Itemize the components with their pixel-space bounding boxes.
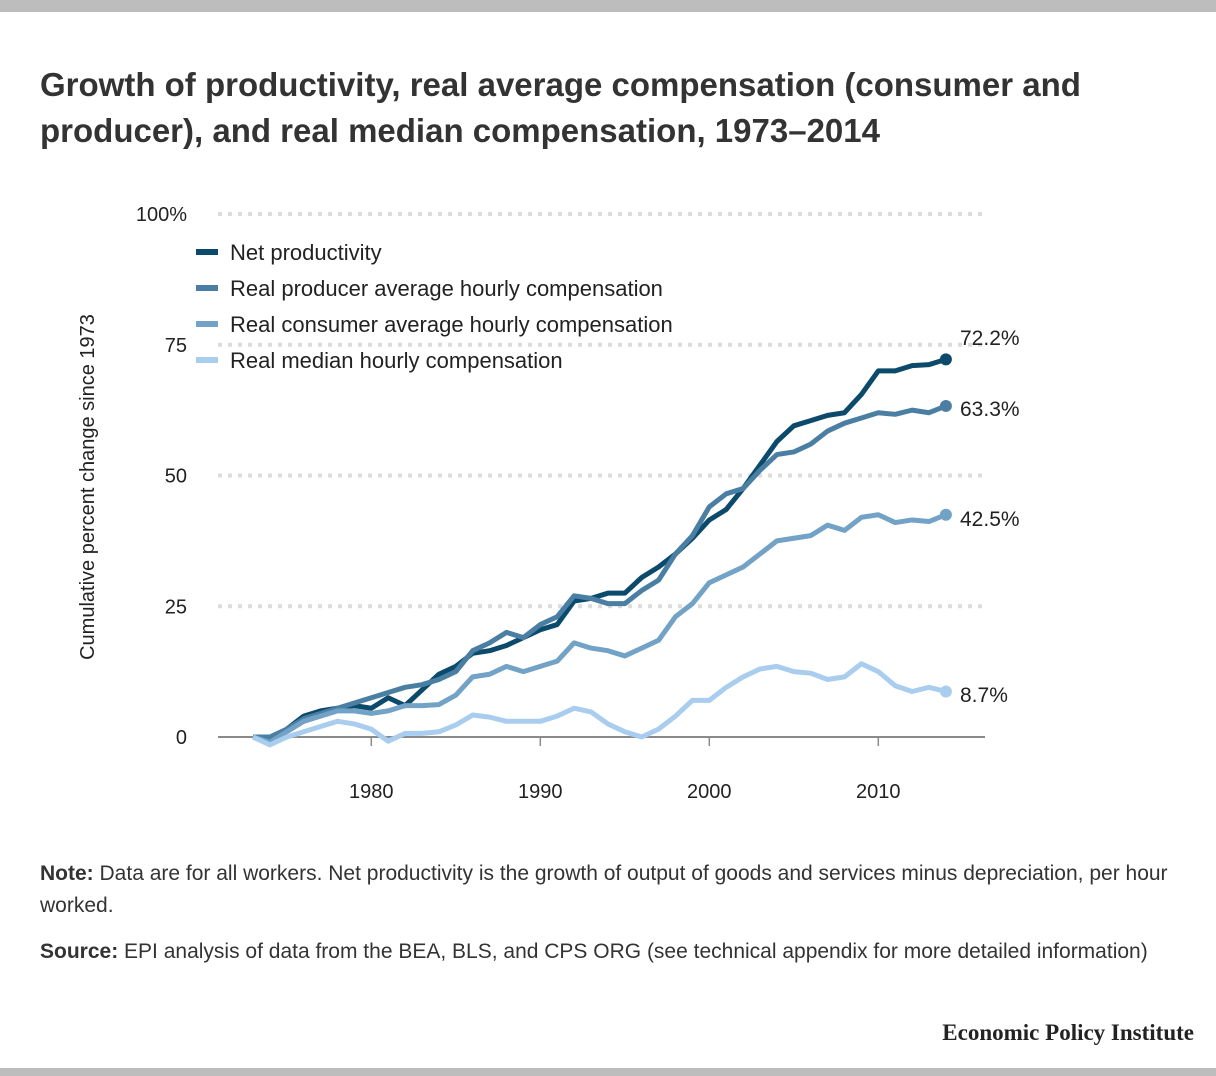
source: Source: EPI analysis of data from the BE… xyxy=(40,936,1170,968)
end-value-label: 42.5% xyxy=(960,508,1020,531)
series-line xyxy=(252,512,947,745)
legend-entry: Real producer average hourly compensatio… xyxy=(230,276,663,301)
y-tick-label: 50 xyxy=(165,466,187,488)
y-tick-label: 75 xyxy=(165,335,187,357)
y-tick-label: 0 xyxy=(176,727,187,749)
end-value-label: 63.3% xyxy=(960,398,1020,421)
brand-logo: Economic Policy Institute xyxy=(942,1020,1194,1045)
note-label: Note: xyxy=(40,862,94,885)
legend-entry: Real consumer average hourly compensatio… xyxy=(230,312,673,337)
end-value-label: 8.7% xyxy=(960,684,1008,707)
y-axis-label: Cumulative percent change since 1973 xyxy=(77,314,99,660)
series-end-point xyxy=(939,353,952,366)
series-line xyxy=(252,357,947,743)
series-end-point xyxy=(939,399,952,412)
series-line xyxy=(253,403,947,740)
x-tick-label: 1980 xyxy=(349,781,394,803)
top-border xyxy=(0,0,1216,12)
series-end-point xyxy=(939,508,952,521)
chart-title: Growth of productivity, real average com… xyxy=(40,66,1081,149)
series-line xyxy=(251,661,947,748)
y-tick-label: 100% xyxy=(136,204,187,226)
x-tick-label: 1990 xyxy=(518,781,563,803)
note: Note: Data are for all workers. Net prod… xyxy=(40,858,1170,922)
series-end-point xyxy=(939,685,952,698)
x-tick-label: 2010 xyxy=(856,781,901,803)
source-text: EPI analysis of data from the BEA, BLS, … xyxy=(124,940,1148,963)
note-text: Data are for all workers. Net productivi… xyxy=(40,862,1168,917)
legend-entry: Real median hourly compensation xyxy=(230,348,563,373)
source-label: Source: xyxy=(40,940,119,963)
legend-entry: Net productivity xyxy=(230,240,382,265)
y-tick-label: 25 xyxy=(165,596,187,618)
end-value-label: 72.2% xyxy=(960,327,1020,350)
bottom-border xyxy=(0,1068,1216,1076)
x-tick-label: 2000 xyxy=(687,781,732,803)
